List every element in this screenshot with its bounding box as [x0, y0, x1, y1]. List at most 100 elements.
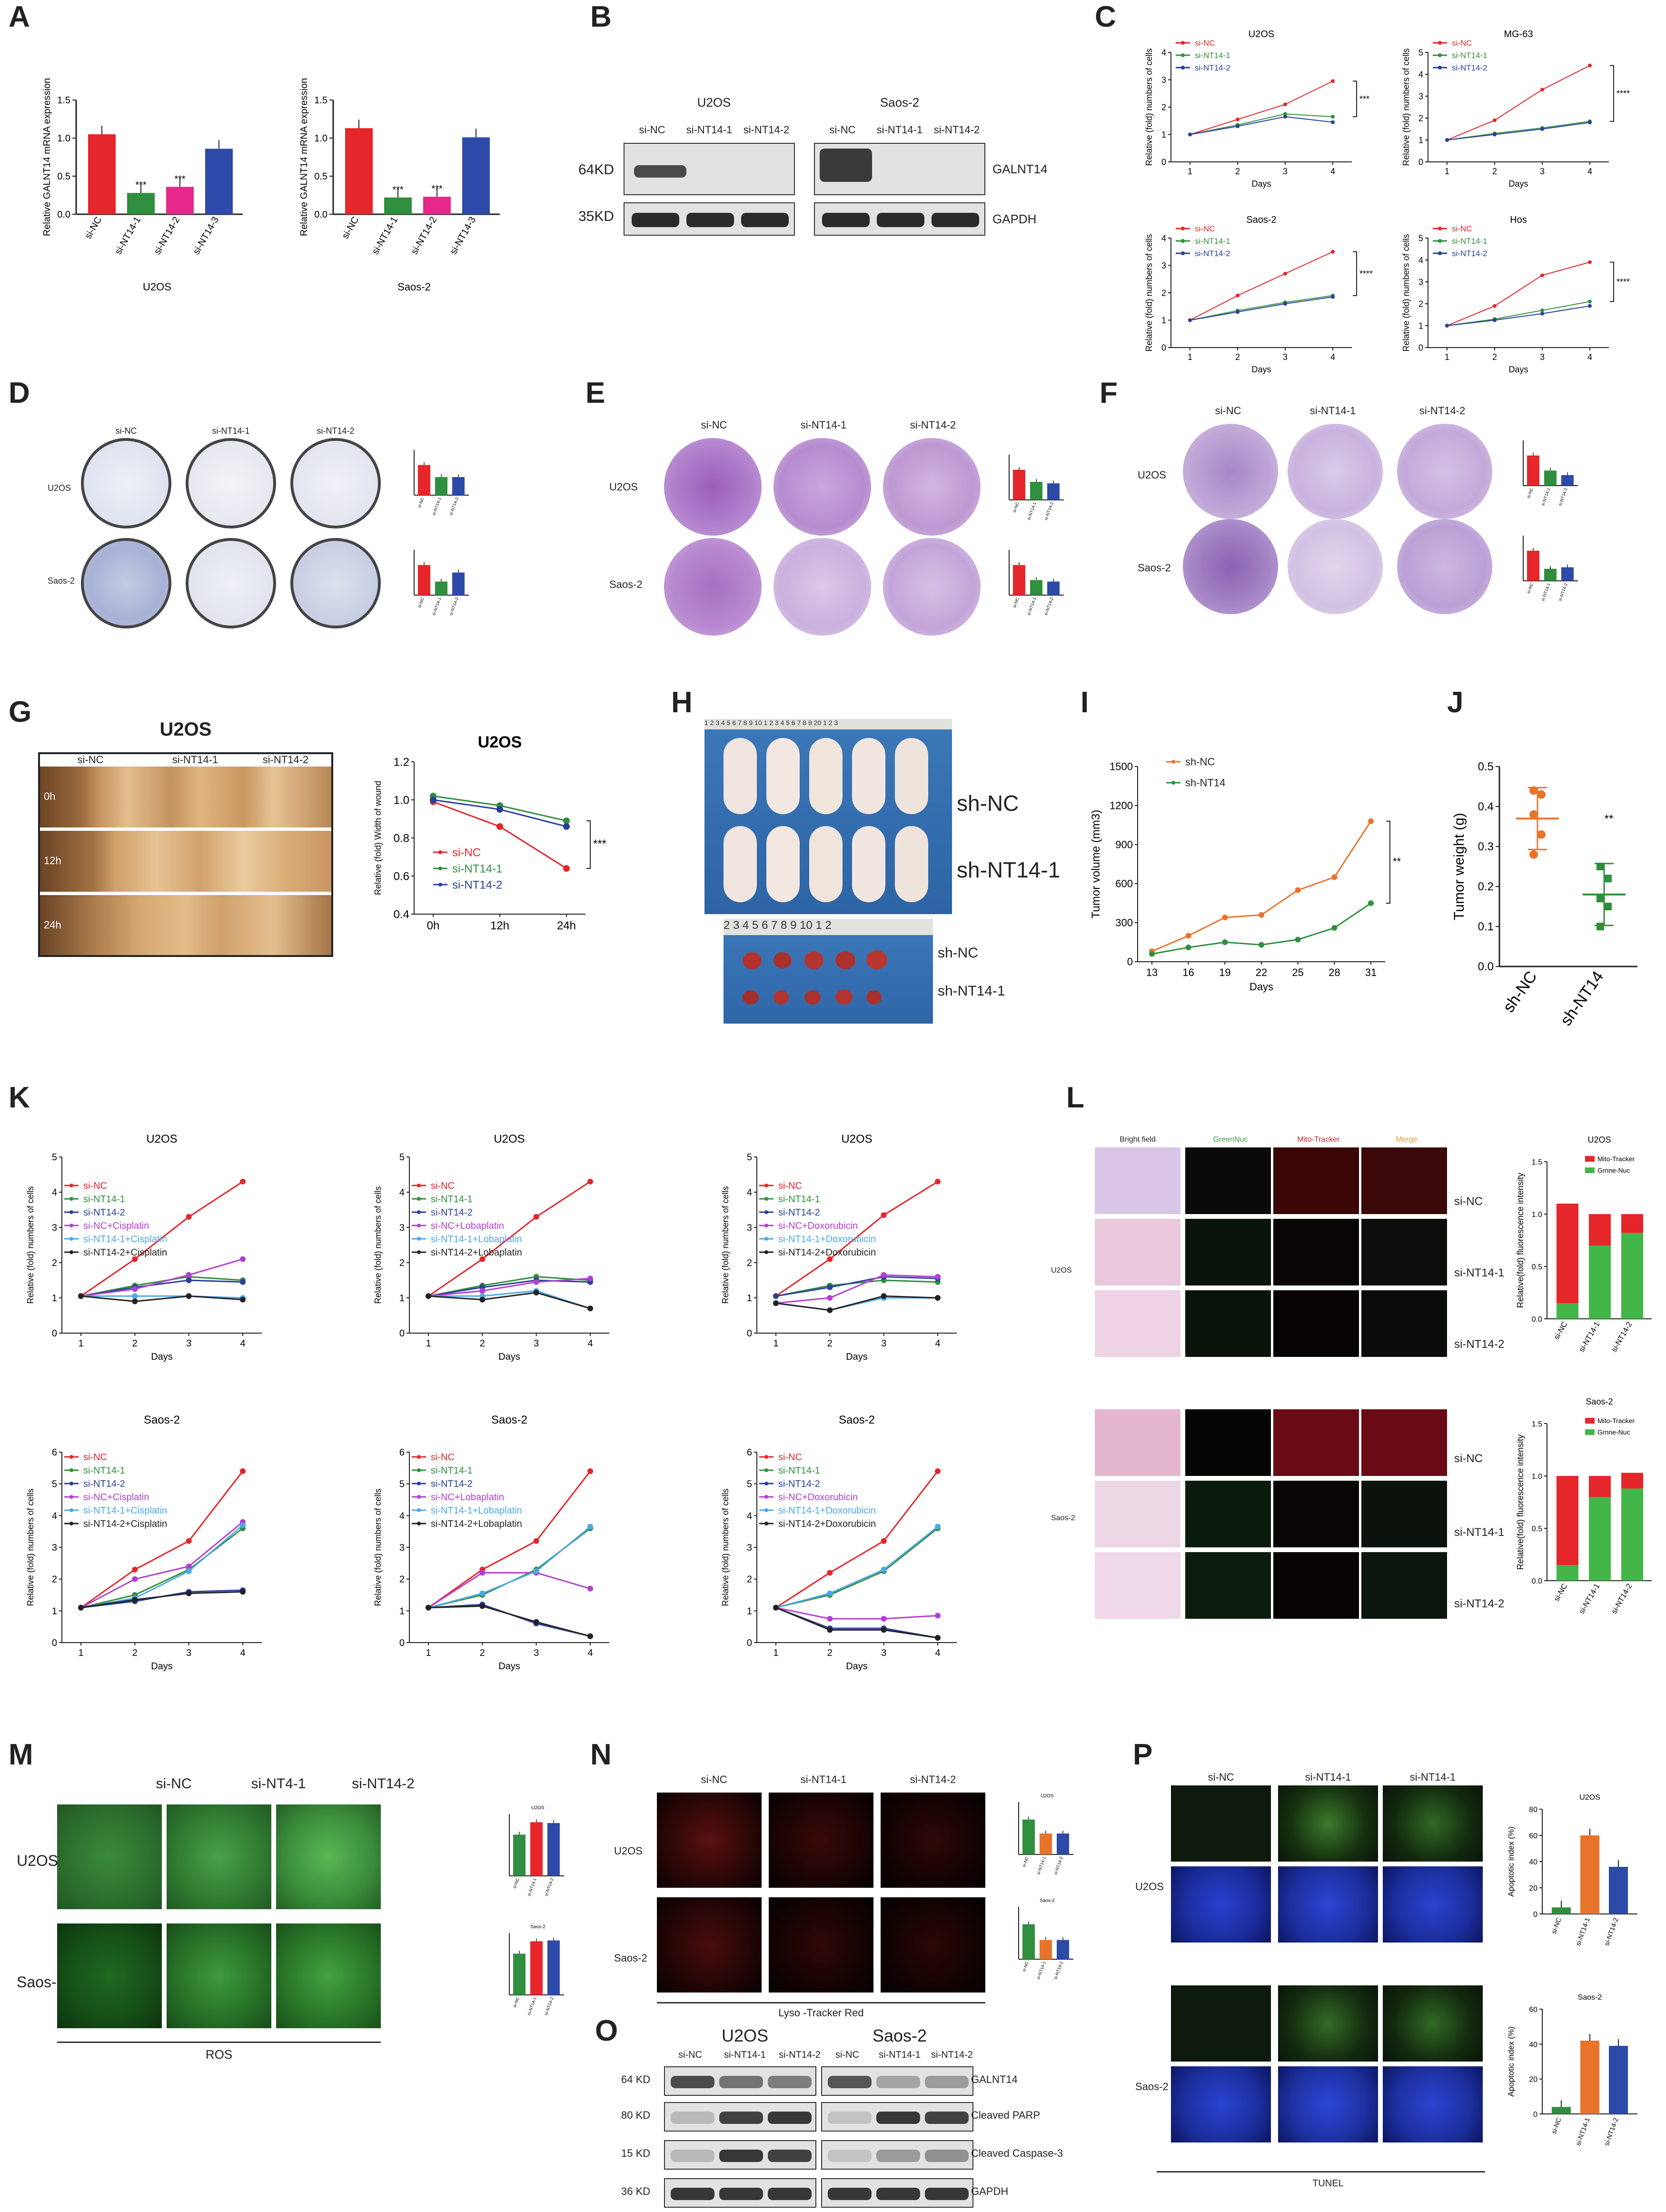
x-tick-label: 31	[1365, 967, 1377, 978]
x-axis-label: Days	[151, 1352, 173, 1362]
x-tick-label: si-NT14-2	[1557, 582, 1568, 602]
x-axis-label: Days	[1251, 365, 1271, 374]
legend-label: si-NC	[778, 1181, 802, 1191]
bar	[1561, 475, 1574, 486]
legend-marker	[417, 1210, 421, 1214]
chart-title: U2OS	[1041, 1794, 1054, 1799]
legend-marker	[1438, 53, 1442, 57]
x-tick-label: 3	[186, 1648, 191, 1658]
sig-label: ****	[1359, 269, 1373, 279]
data-point	[1588, 304, 1592, 308]
col-label: Merge	[1396, 1136, 1418, 1144]
legend-label: si-NT14-2+Cisplatin	[83, 1247, 167, 1258]
blot-b-size: 35KD	[578, 209, 615, 224]
chart-d-u2os: si-NC si-NT14-1 si-NT14-2	[414, 450, 469, 516]
legend-label: sh-NT14	[1185, 777, 1225, 789]
blot-band	[876, 2076, 920, 2088]
chart-k-u2os-lobaplatin: 0 1 2 3 4 5 1 2 3 4 si-NC si-NT14-1 si-NT14-2 si-NC+L…	[373, 1133, 609, 1362]
blot-b-line-saos2: Saos-2	[880, 95, 920, 110]
x-tick-label: sh-NT14	[1557, 968, 1607, 1029]
y-tick-label: 5	[399, 1152, 405, 1163]
y-tick-label: 1.0	[314, 133, 327, 144]
series-line	[428, 1290, 591, 1309]
data-point	[186, 1568, 192, 1574]
legend-swatch	[1585, 1156, 1595, 1162]
y-tick-label: 20	[1529, 2076, 1537, 2084]
colony-dish	[81, 538, 171, 628]
chart-title: U2OS	[494, 1133, 525, 1146]
data-point	[881, 1212, 887, 1218]
data-point	[1331, 79, 1335, 83]
series-line	[428, 1526, 591, 1609]
stacked-bar-segment	[1557, 1476, 1578, 1565]
data-point	[426, 1293, 431, 1299]
y-tick-label: 4	[399, 1511, 405, 1521]
legend-marker	[69, 1197, 73, 1201]
bar	[1552, 2107, 1571, 2114]
stacked-bar-segment	[1589, 1214, 1611, 1245]
x-tick-label: si-NT14-1	[1578, 1320, 1602, 1353]
y-tick-label: 3	[52, 1223, 57, 1233]
legend-marker	[438, 867, 442, 870]
legend-marker	[417, 1455, 421, 1459]
data-point	[587, 1275, 593, 1282]
chart-k-saos2-lobaplatin: 0 1 2 3 4 5 6 1 2 3 4 si-NC si-NT14-1 si-NT14-2 si-NC+…	[373, 1414, 609, 1672]
x-tick-label: si-NT14-1	[1026, 501, 1037, 521]
blot-o-protein: Cleaved Caspase-3	[971, 2147, 1063, 2159]
row-label: Saos-2	[614, 1952, 647, 1964]
x-tick-label: 4	[240, 1338, 245, 1349]
x-tick-label: 3	[1283, 352, 1288, 362]
blot-b-size: 64KD	[578, 162, 615, 178]
sig-bracket	[1353, 251, 1357, 296]
legend-label: si-NT14-2	[452, 878, 502, 891]
y-tick-label: 3	[1418, 91, 1423, 101]
data-point	[186, 1214, 192, 1220]
panel-g-title: U2OS	[159, 719, 212, 740]
data-point	[881, 1616, 887, 1622]
chart-c-hos: 0 1 2 3 4 5 1 2 3 4 si-NC si-NT14-1 si-NT14-2 Hos Rela…	[1401, 215, 1630, 374]
x-tick-label: si-NC	[1012, 597, 1020, 608]
row-label: si-NT14-1	[1454, 1526, 1505, 1539]
greennuc-image	[1185, 1409, 1271, 1476]
sig-label: ***	[392, 185, 404, 195]
legend-label: si-NT14-1+Lobaplatin	[431, 1505, 522, 1516]
blot-o-lane: si-NT14-2	[779, 2050, 821, 2060]
tumor	[774, 952, 792, 968]
x-tick-label: 1	[1445, 352, 1449, 362]
panel-label-l: L	[1066, 1081, 1084, 1114]
data-point	[132, 1298, 138, 1305]
blot-band	[876, 2188, 920, 2200]
dapi-image	[1383, 1866, 1483, 1943]
sig-label: ****	[1616, 89, 1630, 98]
y-tick-label: 2	[1161, 102, 1166, 112]
x-tick-label: si-NC	[1012, 501, 1020, 513]
series-line	[1151, 820, 1372, 952]
x-tick-label: si-NT14-2	[1043, 597, 1054, 616]
chart-c-u2os: 0 1 2 3 4 1 2 3 4 si-NC si-NT14-1 si-NT14-2 U2OS Rela…	[1144, 29, 1369, 189]
series-line	[1447, 120, 1590, 140]
legend-label: si-NC	[1195, 224, 1215, 233]
blot-o-protein: Cleaved PARP	[971, 2109, 1041, 2121]
series-line	[775, 1607, 938, 1620]
x-tick-label: 1	[1188, 352, 1192, 362]
bar	[1047, 483, 1060, 500]
series-line	[80, 1279, 243, 1297]
col-label: si-NT14-1	[172, 754, 218, 766]
blot-band	[632, 213, 679, 227]
legend-label: si-NT14-2	[1452, 249, 1488, 258]
data-point	[935, 1635, 941, 1641]
col-label: si-NC	[115, 426, 137, 436]
blot-o-size: 36 KD	[621, 2185, 651, 2197]
x-tick-label: 1	[426, 1648, 431, 1658]
series-line	[80, 1471, 244, 1608]
y-tick-label: 0.3	[1478, 840, 1494, 853]
x-tick-label: si-NT14-2	[1053, 1856, 1064, 1875]
blot-o-strip	[664, 2102, 816, 2132]
y-tick-label: 1.5	[57, 95, 70, 106]
legend-marker	[764, 1495, 768, 1499]
data-point	[240, 1589, 246, 1595]
panel-label-b: B	[590, 0, 612, 33]
legend-marker	[69, 1224, 73, 1227]
legend-label: si-NT14-1	[1452, 237, 1488, 246]
x-tick-label: si-NT14-2	[1043, 501, 1054, 521]
